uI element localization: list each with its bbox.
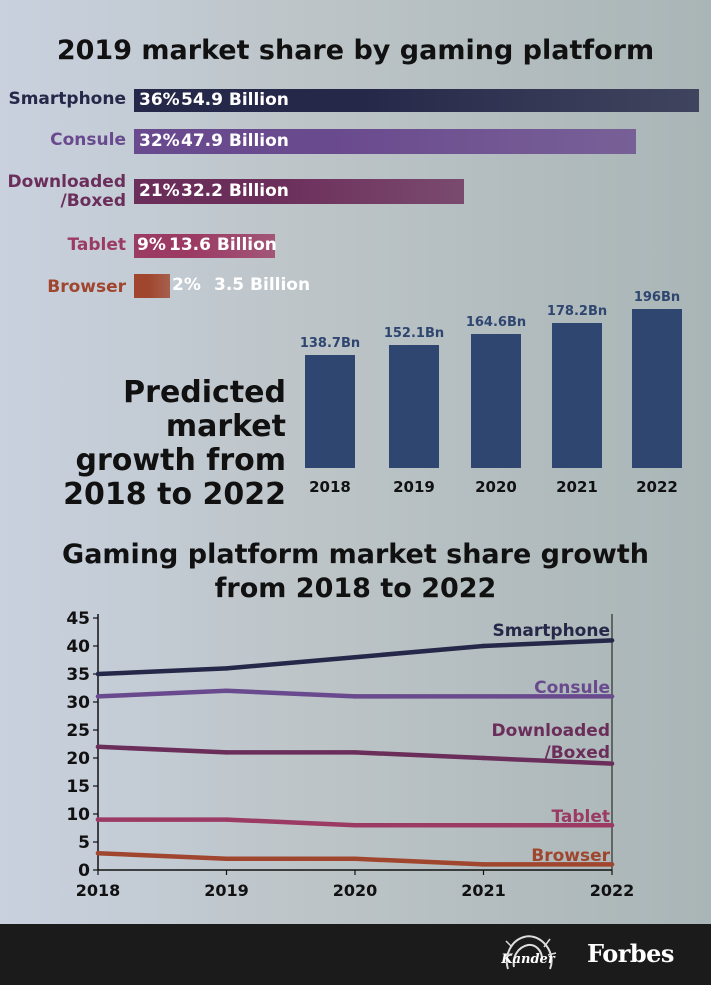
series-label-4: Browser — [531, 846, 610, 866]
series-2-point-2020 — [352, 750, 358, 755]
kander-logo-text: Kander — [500, 952, 556, 967]
series-0-point-2022 — [609, 638, 615, 643]
series-0-point-2020 — [352, 655, 358, 660]
bar-pct-label-4: 2% — [172, 275, 201, 295]
bar-amount-label-1: 47.9 Billion — [181, 130, 289, 151]
series-4-point-2020 — [352, 856, 358, 861]
x-tick-label-2019: 2019 — [204, 881, 249, 900]
market-growth-title: Predicted market growth from 2018 to 2022 — [63, 375, 286, 512]
series-label-3: Tablet — [551, 807, 610, 827]
bar-pct-label-0: 36% — [139, 89, 180, 110]
bar-amount-label-3: 13.6 Billion — [169, 235, 277, 255]
kander-logo: Kander — [500, 935, 557, 970]
bar-label-0: Smartphone — [8, 89, 126, 109]
series-2-point-2018 — [95, 744, 101, 749]
bar-pct-label-3: 9% — [137, 235, 166, 255]
x-tick-label-2022: 2022 — [590, 881, 635, 900]
series-label-1: Consule — [534, 678, 610, 698]
y-tick-label-0: 0 — [78, 861, 90, 881]
y-tick-label-35: 35 — [66, 665, 90, 685]
bar-label-2: Downloaded/Boxed — [7, 172, 126, 211]
growth-value-label-2021: 178.2Bn — [546, 304, 608, 319]
x-tick-label-2020: 2020 — [333, 881, 378, 900]
y-tick-label-40: 40 — [66, 637, 90, 657]
series-3-point-2022 — [609, 823, 615, 828]
series-0-point-2019 — [224, 666, 229, 671]
market-share-title: 2019 market share by gaming platform — [56, 35, 655, 66]
series-3-point-2019 — [224, 817, 229, 822]
bar-amount-label-0: 54.9 Billion — [181, 89, 289, 110]
series-3-point-2021 — [481, 823, 486, 828]
footer-bar — [0, 924, 711, 985]
growth-bar-2022 — [632, 309, 682, 468]
growth-value-label-2020: 164.6Bn — [465, 315, 527, 330]
growth-bar-2020 — [471, 334, 521, 468]
series-0-point-2021 — [481, 643, 486, 649]
series-1-point-2022 — [609, 694, 615, 699]
series-4-point-2022 — [609, 862, 615, 867]
series-label-2-line-1: /Boxed — [544, 743, 610, 763]
series-1-point-2020 — [352, 694, 358, 699]
bar-label-3: Tablet — [67, 235, 126, 255]
y-tick-label-45: 45 — [66, 609, 90, 629]
bar-0 — [134, 89, 699, 112]
y-tick-label-10: 10 — [66, 805, 90, 825]
series-2-point-2021 — [481, 755, 486, 761]
growth-value-label-2022: 196Bn — [633, 290, 681, 305]
growth-year-label-2021: 2021 — [556, 478, 598, 496]
bar-1 — [134, 129, 636, 154]
growth-year-label-2022: 2022 — [636, 478, 678, 496]
bar-3 — [134, 234, 275, 258]
bar-pct-label-1: 32% — [139, 130, 180, 151]
series-1-point-2021 — [481, 694, 486, 699]
y-tick-label-5: 5 — [78, 833, 90, 853]
growth-value-label-2019: 152.1Bn — [383, 326, 445, 341]
bar-4 — [134, 274, 170, 298]
growth-bar-2018 — [305, 355, 355, 468]
bar-label-1: Consule — [50, 130, 126, 150]
y-tick-label-30: 30 — [66, 693, 90, 713]
series-line-2 — [95, 744, 615, 766]
share-growth-title: Gaming platform market share growth from … — [62, 539, 649, 604]
series-4-point-2018 — [95, 851, 101, 856]
growth-bar-2021 — [552, 323, 602, 468]
series-2-point-2019 — [224, 750, 229, 755]
series-1-point-2019 — [224, 688, 229, 693]
series-label-0: Smartphone — [492, 621, 610, 641]
series-0-point-2018 — [95, 671, 101, 677]
y-tick-label-25: 25 — [66, 721, 90, 741]
growth-year-label-2019: 2019 — [393, 478, 435, 496]
bar-amount-label-2: 32.2 Billion — [181, 180, 289, 201]
x-tick-label-2021: 2021 — [461, 881, 506, 900]
series-1-point-2018 — [95, 694, 101, 699]
bar-2 — [134, 179, 464, 204]
y-tick-label-15: 15 — [66, 777, 90, 797]
bar-amount-label-4: 3.5 Billion — [214, 275, 311, 295]
growth-value-label-2018: 138.7Bn — [299, 336, 361, 351]
forbes-logo: Forbes — [587, 939, 674, 968]
share-growth-line-chart: 0 5 10 15 20 25 30 35 40 45 2018 2019 2020 2021 2022 Sm… — [66, 609, 635, 900]
growth-year-label-2018: 2018 — [309, 478, 351, 496]
growth-year-label-2020: 2020 — [475, 478, 517, 496]
series-label-2-line-0: Downloaded — [492, 721, 610, 741]
series-3-point-2020 — [352, 823, 358, 828]
bar-pct-label-2: 21% — [139, 180, 180, 201]
growth-bar-2019 — [389, 345, 439, 468]
series-4-point-2019 — [224, 856, 229, 861]
x-tick-label-2018: 2018 — [76, 881, 121, 900]
y-tick-label-20: 20 — [66, 749, 90, 769]
series-4-point-2021 — [481, 862, 486, 867]
series-3-point-2018 — [95, 817, 101, 822]
bar-label-4: Browser — [47, 277, 126, 297]
series-2-point-2022 — [609, 761, 615, 766]
